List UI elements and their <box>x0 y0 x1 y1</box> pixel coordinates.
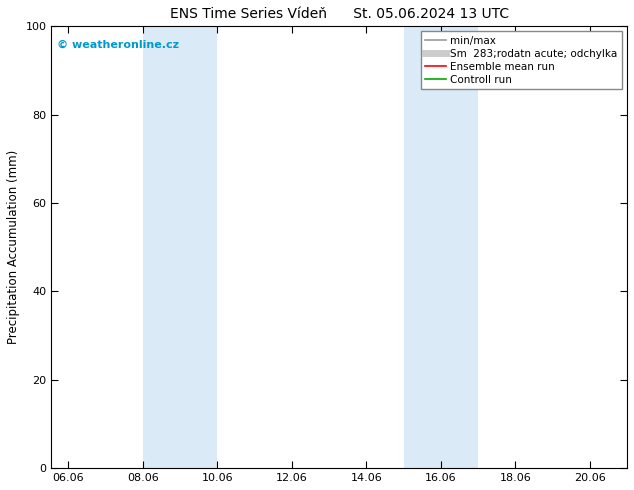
Legend: min/max, Sm  283;rodatn acute; odchylka, Ensemble mean run, Controll run: min/max, Sm 283;rodatn acute; odchylka, … <box>421 31 622 89</box>
Title: ENS Time Series Vídeň      St. 05.06.2024 13 UTC: ENS Time Series Vídeň St. 05.06.2024 13 … <box>170 7 508 21</box>
Text: © weatheronline.cz: © weatheronline.cz <box>57 40 179 49</box>
Y-axis label: Precipitation Accumulation (mm): Precipitation Accumulation (mm) <box>7 150 20 344</box>
Bar <box>143 26 217 468</box>
Bar <box>404 26 478 468</box>
